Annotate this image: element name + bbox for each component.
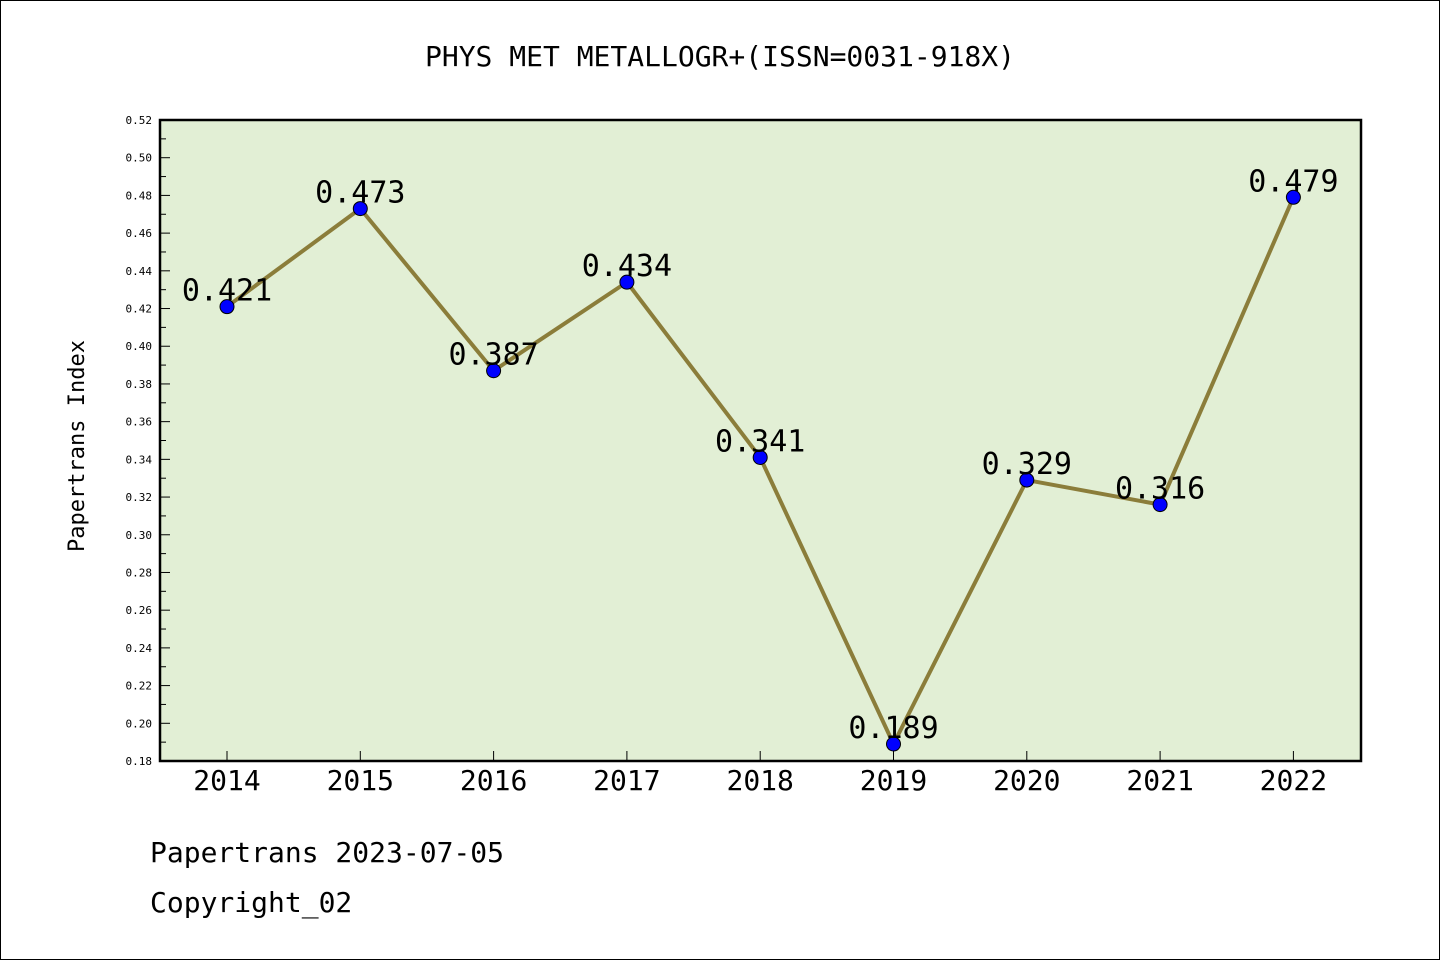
y-tick-label: 0.32: [126, 491, 153, 504]
data-label: 0.421: [182, 274, 272, 309]
plot-area: [158, 118, 1363, 763]
data-label: 0.316: [1115, 472, 1205, 507]
y-tick-label: 0.36: [126, 416, 153, 429]
y-tick-label: 0.38: [126, 378, 153, 391]
data-point: [752, 449, 768, 465]
data-label: 0.434: [582, 249, 672, 284]
y-tick-label: 0.22: [126, 680, 153, 693]
x-tick-label: 2017: [593, 764, 660, 797]
data-label: 0.329: [982, 447, 1072, 482]
y-tick-label: 0.44: [126, 265, 153, 278]
x-tick-label: 2022: [1260, 764, 1327, 797]
y-tick-label: 0.20: [126, 717, 153, 730]
data-point: [352, 201, 368, 217]
data-point: [219, 299, 235, 315]
footer-copyright: Copyright_02: [150, 886, 353, 919]
y-tick-label: 0.40: [126, 340, 153, 353]
x-tick-label: 2016: [460, 764, 527, 797]
y-tick-label: 0.30: [126, 529, 153, 542]
data-markers: [219, 189, 1301, 752]
y-axis: 0.18 0.20 0.22 0.24 0.26 0.28 0.30 0.32 0.34 0.36…: [126, 114, 170, 768]
x-tick-label: 2021: [1126, 764, 1193, 797]
y-tick-label: 0.24: [126, 642, 153, 655]
y-tick-label: 0.28: [126, 566, 153, 579]
x-tick-label: 2015: [327, 764, 394, 797]
y-tick-label: 0.18: [126, 755, 153, 768]
y-tick-label: 0.26: [126, 604, 153, 617]
x-tick-label: 2018: [726, 764, 793, 797]
chart-title: PHYS MET METALLOGR+(ISSN=0031-918X): [425, 40, 1015, 73]
data-label: 0.473: [315, 176, 405, 211]
data-point: [1285, 189, 1301, 205]
x-tick-label: 2020: [993, 764, 1060, 797]
data-label: 0.479: [1248, 164, 1338, 199]
y-tick-label: 0.50: [126, 152, 153, 165]
data-labels: 0.421 0.473 0.387 0.434 0.341 0.189 0.329 0.316…: [182, 164, 1339, 746]
data-point: [1152, 497, 1168, 513]
data-label: 0.189: [848, 711, 938, 746]
data-point: [1019, 472, 1035, 488]
y-tick-label: 0.48: [126, 189, 153, 202]
y-tick-label: 0.34: [126, 453, 153, 466]
x-tick-label: 2014: [193, 764, 260, 797]
y-tick-label: 0.52: [126, 114, 153, 127]
data-label: 0.387: [448, 338, 538, 373]
data-point: [486, 363, 502, 379]
y-tick-label: 0.42: [126, 303, 153, 316]
x-axis: 2014 2015 2016 2017 2018 2019 2020 2021 2022: [193, 751, 1327, 797]
y-axis-label: Papertrans Index: [65, 340, 90, 552]
data-point: [886, 736, 901, 752]
y-tick-label: 0.46: [126, 227, 153, 240]
data-point: [619, 274, 635, 290]
x-tick-label: 2019: [860, 764, 927, 797]
footer-date: Papertrans 2023-07-05: [150, 836, 505, 869]
data-label: 0.341: [715, 424, 805, 459]
